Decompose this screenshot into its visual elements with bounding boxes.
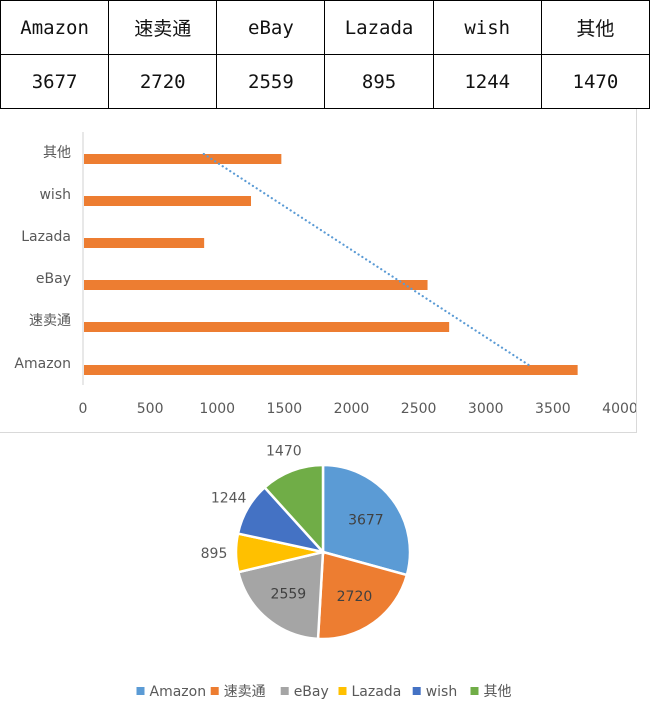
x-tick-label: 1000 (199, 401, 235, 417)
bar-chart-canvas: Amazon 速卖通 eBay Lazada wish 其他 0 500 1000 1500 200… (14, 132, 638, 417)
trendline (202, 152, 530, 367)
legend-swatch (338, 687, 347, 695)
pie-data-label: 1470 (266, 443, 302, 459)
category-label: wish (39, 187, 71, 203)
legend-label: Lazada (352, 684, 402, 700)
table-header-cell: 其他 (540, 0, 650, 55)
pie-data-label: 2559 (271, 586, 307, 602)
x-tick-label: 3500 (535, 401, 571, 417)
bar (84, 280, 428, 290)
pie-data-label: 895 (201, 546, 228, 562)
table-value-cell: 2559 (216, 54, 326, 109)
table-header-cell: Lazada (324, 0, 434, 55)
legend-swatch (210, 687, 219, 695)
pie-data-label: 2720 (337, 589, 373, 605)
bar (84, 154, 282, 164)
legend-swatch (412, 687, 421, 695)
bar (84, 322, 450, 332)
pie-slice (321, 463, 412, 577)
bar (84, 365, 578, 375)
pie-chart-canvas: 3677 2720 2559 895 1244 1470 Amazon 速卖通 eBay Laza… (136, 443, 512, 700)
legend-label: 其他 (484, 684, 512, 700)
x-tick-label: 0 (79, 401, 88, 417)
legend-swatch (280, 687, 289, 695)
pie-slice (262, 463, 325, 556)
bar (84, 238, 205, 248)
legend-label: eBay (294, 684, 329, 700)
legend-swatch (136, 687, 145, 695)
category-label: Amazon (14, 356, 71, 372)
category-label: 速卖通 (29, 313, 71, 329)
category-label: eBay (36, 271, 71, 287)
x-tick-label: 2500 (401, 401, 437, 417)
pie-chart: 3677 2720 2559 895 1244 1470 Amazon 速卖通 eBay Laza… (0, 433, 650, 720)
legend-label: Amazon (150, 684, 207, 700)
table-value-cell: 895 (324, 54, 434, 109)
data-table: Amazon 速卖通 eBay Lazada wish 其他 3677 2720… (0, 0, 650, 109)
x-tick-label: 3000 (468, 401, 504, 417)
table-value-cell: 1244 (432, 54, 542, 109)
pie-data-label: 1244 (211, 490, 247, 506)
category-label: 其他 (43, 145, 71, 161)
table-header-cell: eBay (216, 0, 326, 55)
bar (84, 196, 252, 206)
pie-slice (316, 550, 409, 641)
pie-data-label: 3677 (348, 512, 384, 528)
table-value-row: 3677 2720 2559 895 1244 1470 (0, 54, 650, 109)
legend-swatch (470, 687, 479, 695)
table-header-cell: wish (432, 0, 542, 55)
legend-label: wish (426, 684, 458, 700)
table-value-cell: 3677 (0, 54, 110, 109)
table-header-row: Amazon 速卖通 eBay Lazada wish 其他 (0, 0, 650, 55)
pie-slice (236, 550, 325, 641)
x-tick-label: 500 (137, 401, 164, 417)
category-label: Lazada (21, 229, 71, 245)
legend-label: 速卖通 (224, 684, 266, 700)
table-header-cell: 速卖通 (108, 0, 218, 55)
x-tick-label: 4000 (602, 401, 636, 417)
x-tick-label: 1500 (267, 401, 303, 417)
x-tick-label: 2000 (334, 401, 370, 417)
bar-chart: Amazon 速卖通 eBay Lazada wish 其他 0 500 1000 1500 200… (0, 109, 638, 433)
table-value-cell: 2720 (108, 54, 218, 109)
table-header-cell: Amazon (0, 0, 110, 55)
table-value-cell: 1470 (540, 54, 650, 109)
